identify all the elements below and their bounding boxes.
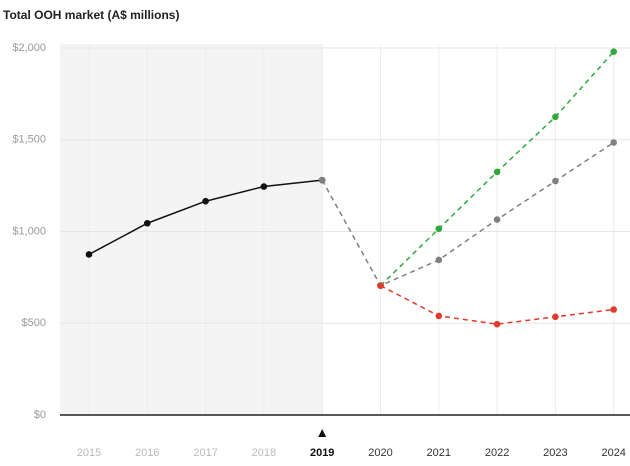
data-point [260, 183, 268, 190]
data-point [144, 219, 151, 227]
data-point [610, 48, 617, 55]
x-tick-label: 2016 [135, 447, 159, 459]
data-point [493, 216, 501, 223]
y-tick-label: $0 [34, 409, 46, 421]
x-tick-label: 2015 [77, 447, 101, 459]
data-point [85, 251, 93, 258]
series-line [380, 284, 614, 325]
chart-title: Total OOH market (A$ millions) [3, 8, 179, 22]
y-tick-label: $1,500 [12, 134, 46, 146]
data-point [552, 313, 559, 321]
data-point [552, 177, 559, 185]
x-tick-label: 2023 [543, 447, 567, 459]
data-point [552, 113, 559, 121]
data-point [318, 176, 326, 184]
y-tick-label: $2,000 [12, 42, 46, 54]
x-tick-label: 2020 [368, 447, 392, 459]
data-point [435, 312, 443, 320]
x-tick-label: 2018 [252, 447, 276, 459]
data-point [493, 168, 501, 176]
data-point [610, 139, 617, 146]
x-tick-label: 2021 [427, 447, 451, 459]
data-point [493, 320, 501, 328]
shaded-region [60, 44, 323, 415]
x-tick-label: 2017 [193, 447, 217, 459]
x-tick-label: 2019 [310, 447, 334, 459]
y-tick-label: $1,000 [12, 225, 46, 237]
x-tick-label: 2022 [485, 447, 509, 459]
y-tick-label: $500 [22, 317, 46, 329]
data-point [435, 225, 443, 233]
x-tick-label: 2024 [601, 447, 625, 459]
current-year-marker [318, 429, 327, 437]
data-point [610, 306, 617, 313]
data-point [202, 197, 209, 205]
data-point [377, 282, 384, 289]
series-line [321, 141, 615, 287]
data-point [435, 256, 443, 264]
